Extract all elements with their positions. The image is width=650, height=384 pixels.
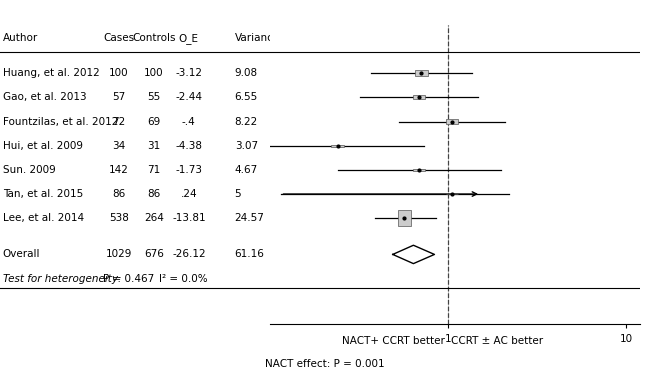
Bar — [398, 210, 411, 226]
Polygon shape — [393, 245, 434, 263]
Text: 1029: 1029 — [105, 250, 132, 260]
Text: -4.38: -4.38 — [176, 141, 202, 151]
Text: .24: .24 — [181, 189, 197, 199]
Text: Lee, et al. 2014: Lee, et al. 2014 — [3, 213, 84, 223]
Text: 34: 34 — [112, 141, 125, 151]
Text: -3.12: -3.12 — [176, 68, 202, 78]
Text: -1.73: -1.73 — [176, 165, 202, 175]
Text: NACT effect: P = 0.001: NACT effect: P = 0.001 — [265, 359, 385, 369]
Bar — [415, 70, 428, 76]
Text: 86: 86 — [112, 189, 125, 199]
Text: Author: Author — [3, 33, 38, 43]
Text: P = 0.467: P = 0.467 — [103, 273, 154, 284]
Text: -2.44: -2.44 — [176, 93, 202, 103]
Text: -26.12: -26.12 — [172, 250, 205, 260]
Text: 676: 676 — [144, 250, 164, 260]
Text: Controls: Controls — [132, 33, 176, 43]
Bar — [445, 119, 458, 124]
Bar — [413, 95, 425, 99]
Text: 57: 57 — [112, 93, 125, 103]
Bar — [413, 169, 425, 171]
Text: 61.16: 61.16 — [235, 250, 265, 260]
Text: Sun. 2009: Sun. 2009 — [3, 165, 55, 175]
Text: 142: 142 — [109, 165, 129, 175]
Text: 72: 72 — [112, 117, 125, 127]
Text: Overall: Overall — [3, 250, 40, 260]
Text: -.4: -.4 — [182, 117, 196, 127]
Text: 55: 55 — [147, 93, 161, 103]
Text: I² = 0.0%: I² = 0.0% — [159, 273, 208, 284]
Text: CCRT ± AC better: CCRT ± AC better — [451, 336, 543, 346]
Text: 9.08: 9.08 — [235, 68, 258, 78]
Text: Tan, et al. 2015: Tan, et al. 2015 — [3, 189, 83, 199]
Text: 264: 264 — [144, 213, 164, 223]
Text: Test for heterogeneity:: Test for heterogeneity: — [3, 273, 121, 284]
Text: Fountzilas, et al. 2012: Fountzilas, et al. 2012 — [3, 117, 118, 127]
Text: O_E: O_E — [179, 33, 199, 44]
Text: Hui, et al. 2009: Hui, et al. 2009 — [3, 141, 83, 151]
Text: 538: 538 — [109, 213, 129, 223]
Bar — [332, 145, 344, 147]
Text: 31: 31 — [147, 141, 161, 151]
Text: 3.07: 3.07 — [235, 141, 258, 151]
Text: Variance: Variance — [235, 33, 280, 43]
Text: Cases: Cases — [103, 33, 135, 43]
Text: 24.57: 24.57 — [235, 213, 265, 223]
Text: -13.81: -13.81 — [172, 213, 205, 223]
Text: 6.55: 6.55 — [235, 93, 258, 103]
Text: NACT+ CCRT better: NACT+ CCRT better — [342, 336, 445, 346]
Text: 100: 100 — [144, 68, 164, 78]
Text: 8.22: 8.22 — [235, 117, 258, 127]
Text: 5: 5 — [235, 189, 241, 199]
Text: 71: 71 — [147, 165, 161, 175]
Text: 100: 100 — [109, 68, 129, 78]
Text: Gao, et al. 2013: Gao, et al. 2013 — [3, 93, 86, 103]
Text: Huang, et al. 2012: Huang, et al. 2012 — [3, 68, 99, 78]
Text: 86: 86 — [147, 189, 161, 199]
Text: 69: 69 — [147, 117, 161, 127]
Text: 4.67: 4.67 — [235, 165, 258, 175]
